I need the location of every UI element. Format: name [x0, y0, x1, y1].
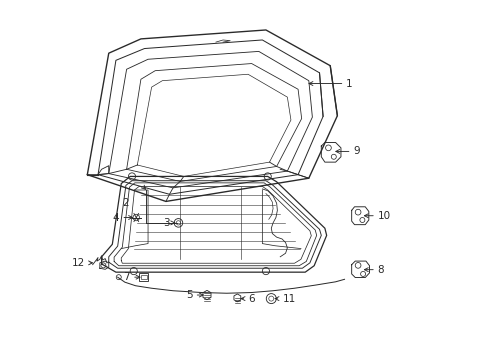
Text: 4: 4: [113, 212, 119, 222]
Text: 1: 1: [346, 78, 352, 89]
Text: 8: 8: [377, 265, 384, 275]
Text: 2: 2: [122, 198, 128, 208]
Text: 11: 11: [282, 294, 295, 303]
Text: 3: 3: [163, 218, 169, 228]
Text: 6: 6: [247, 294, 254, 303]
Text: 12: 12: [72, 258, 85, 268]
Text: 5: 5: [186, 290, 192, 300]
Text: 10: 10: [377, 211, 390, 221]
Text: 7: 7: [123, 272, 130, 282]
Text: 9: 9: [353, 147, 359, 157]
